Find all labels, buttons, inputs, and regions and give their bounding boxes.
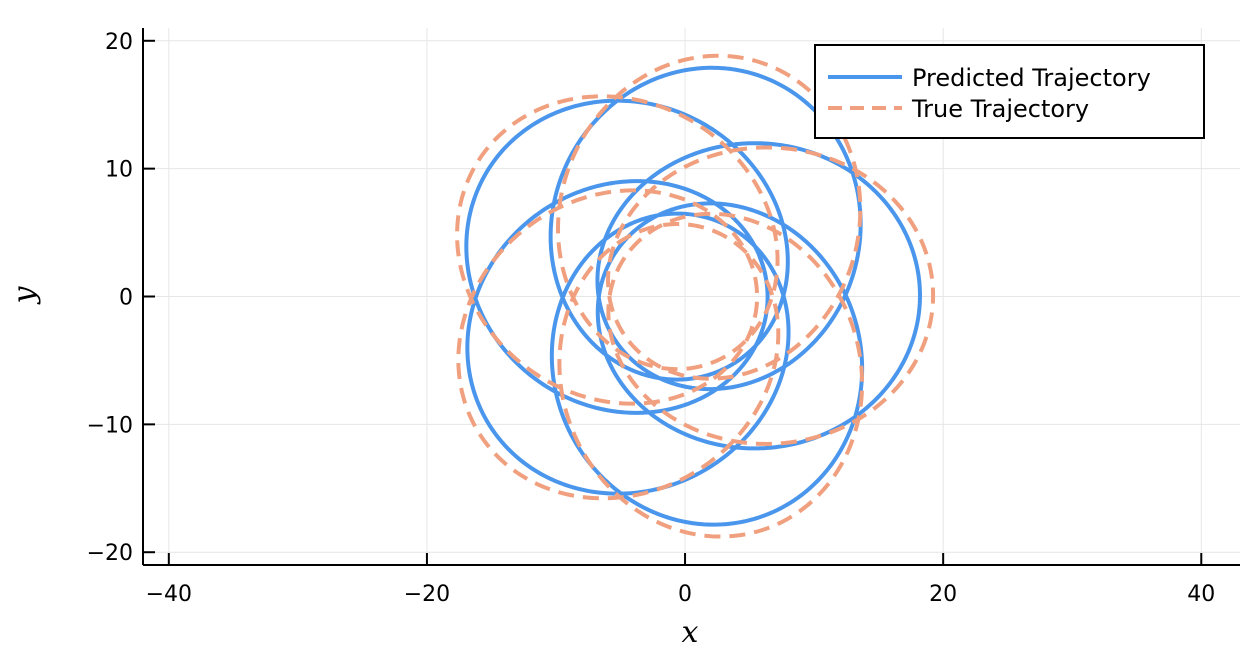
x-tick-label-3: 20 — [929, 582, 957, 607]
y-tick-label-1: −10 — [87, 413, 133, 438]
axes — [142, 28, 1240, 566]
x-axis-label: x — [682, 615, 699, 650]
x-tick-label-2: 0 — [678, 582, 692, 607]
legend-box — [814, 44, 1205, 139]
series-line-predicted — [464, 65, 922, 527]
x-tick-label-0: −40 — [146, 582, 192, 607]
legend-label-predicted: Predicted Trajectory — [912, 64, 1151, 92]
series-line-true — [455, 53, 936, 539]
x-tick-label-4: 40 — [1187, 582, 1215, 607]
y-tick-label-0: −20 — [87, 541, 133, 566]
y-axis-label: y — [7, 285, 42, 305]
legend-label-true: True Trajectory — [911, 95, 1089, 123]
y-tick-label-2: 0 — [119, 286, 133, 311]
series-layer — [455, 53, 936, 539]
x-tick-label-1: −20 — [404, 582, 450, 607]
legend: Predicted Trajectory True Trajectory — [814, 44, 1205, 139]
y-tick-label-3: 10 — [105, 158, 133, 183]
y-tick-label-4: 20 — [105, 30, 133, 55]
tick-labels: −40 −20 0 20 40 −20 −10 0 10 20 — [87, 30, 1216, 607]
